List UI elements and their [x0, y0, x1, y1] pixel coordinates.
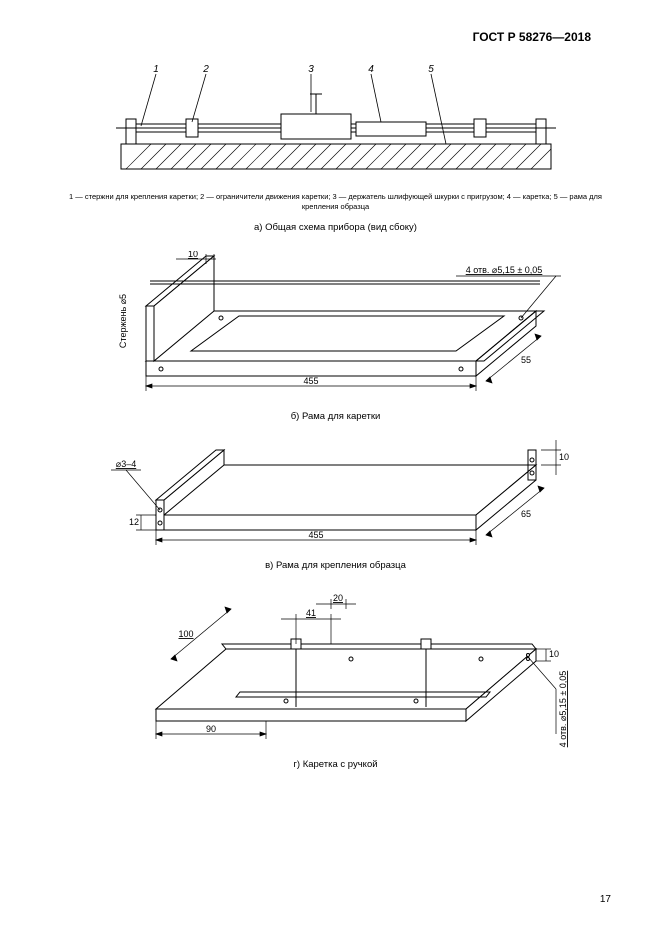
fig-b-dim-length: 455 — [303, 376, 318, 386]
fig-d-dim-h2: 20 — [332, 593, 342, 603]
fig-a-label-5: 5 — [428, 64, 434, 75]
fig-d-dim-h1: 41 — [305, 608, 315, 618]
page-number: 17 — [600, 894, 611, 905]
fig-d-dim-w2: 90 — [205, 724, 215, 734]
fig-c-dim-length: 455 — [308, 530, 323, 540]
header-title: ГОСТ Р 58276—2018 — [50, 30, 591, 44]
fig-a-label-3: 3 — [308, 64, 314, 75]
fig-c-dim-diam: ⌀3–4 — [115, 459, 135, 469]
page: ГОСТ Р 58276—2018 — [0, 0, 661, 935]
figure-a-caption: а) Общая схема прибора (вид сбоку) — [50, 222, 621, 233]
fig-b-dim-offset: 10 — [187, 251, 197, 259]
figure-a: 1 2 3 4 5 — [50, 64, 621, 184]
figure-a-legend: 1 — стержни для крепления каретки; 2 — о… — [50, 192, 621, 212]
fig-c-dim-height: 12 — [128, 517, 138, 527]
figure-d-caption: г) Каретка с ручкой — [50, 759, 621, 770]
figure-d: 100 90 41 20 10 4 отв. ⌀5,15 ± 0,05 — [50, 589, 621, 749]
figure-b: 455 55 10 4 отв. ⌀5,15 ± 0,05 Стержень ⌀… — [50, 251, 621, 401]
fig-a-label-4: 4 — [368, 64, 374, 75]
fig-d-dim-height: 10 — [548, 649, 558, 659]
fig-a-label-2: 2 — [202, 64, 209, 75]
fig-c-dim-offset: 10 — [558, 452, 568, 462]
figure-c-caption: в) Рама для крепления образца — [50, 560, 621, 571]
fig-c-dim-width: 65 — [520, 509, 530, 519]
figure-c: 455 65 12 10 ⌀3–4 — [50, 440, 621, 550]
fig-b-dim-holes: 4 отв. ⌀5,15 ± 0,05 — [465, 265, 542, 275]
fig-d-dim-holes: 4 отв. ⌀5,15 ± 0,05 — [558, 670, 568, 747]
fig-b-dim-width: 55 — [520, 355, 530, 365]
fig-a-label-1: 1 — [153, 64, 159, 75]
fig-b-dim-rod: Стержень ⌀5 — [118, 293, 128, 347]
fig-d-dim-w1: 100 — [178, 629, 193, 639]
figure-b-caption: б) Рама для каретки — [50, 411, 621, 422]
